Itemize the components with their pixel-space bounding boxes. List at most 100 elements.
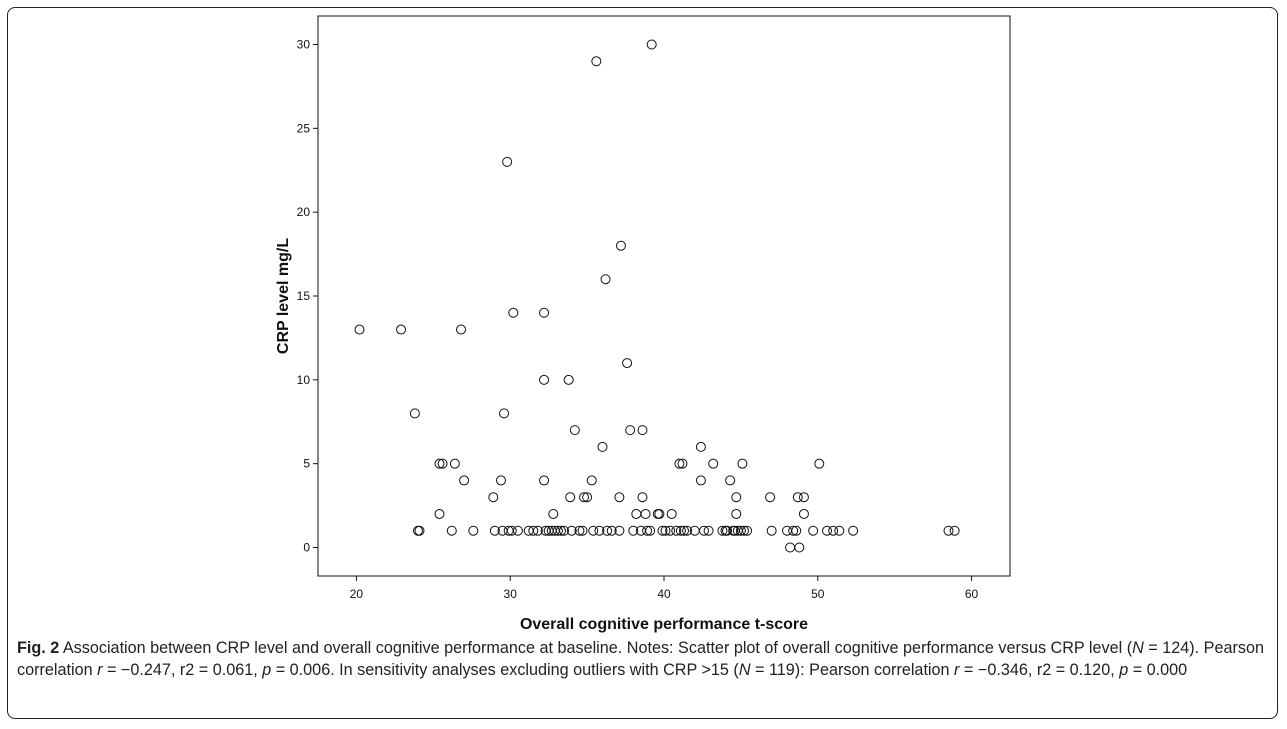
data-point	[459, 475, 470, 486]
y-tick-label: 10	[297, 373, 311, 387]
data-point	[495, 475, 506, 486]
data-point	[792, 492, 803, 503]
data-point	[456, 324, 467, 335]
data-point	[665, 525, 676, 536]
data-point	[437, 458, 448, 469]
data-point	[499, 408, 510, 419]
data-point	[725, 475, 736, 486]
caption-var: p	[262, 661, 272, 679]
data-point	[508, 307, 519, 318]
data-point	[717, 525, 728, 536]
x-tick-label: 50	[811, 587, 825, 601]
data-point	[600, 274, 611, 285]
data-point	[597, 441, 608, 452]
data-point	[396, 324, 407, 335]
data-point	[539, 475, 550, 486]
data-point	[798, 508, 809, 519]
x-tick-label: 60	[965, 587, 979, 601]
data-point	[654, 508, 665, 519]
x-tick-label: 20	[350, 587, 364, 601]
figure-caption: Fig. 2 Association between CRP level and…	[17, 637, 1272, 681]
data-point	[698, 525, 709, 536]
caption-var: N	[1132, 639, 1144, 657]
data-point	[622, 358, 633, 369]
caption-text: = 0.000	[1128, 661, 1188, 679]
data-point	[798, 492, 809, 503]
data-point	[695, 441, 706, 452]
data-point	[708, 458, 719, 469]
caption-text: = 0.006. In sensitivity analyses excludi…	[271, 661, 739, 679]
data-point	[409, 408, 420, 419]
data-point	[731, 492, 742, 503]
caption-var: N	[738, 661, 751, 679]
data-point	[606, 525, 617, 536]
data-point	[642, 525, 653, 536]
data-point	[671, 525, 682, 536]
data-point	[489, 525, 500, 536]
x-axis-label: Overall cognitive performance t-score	[520, 616, 808, 633]
data-point	[808, 525, 819, 536]
data-point	[582, 492, 593, 503]
data-point	[943, 525, 954, 536]
data-point	[637, 425, 648, 436]
data-point	[791, 525, 802, 536]
data-point	[552, 525, 563, 536]
data-point	[675, 525, 686, 536]
data-point	[785, 542, 796, 553]
data-point	[631, 508, 642, 519]
data-point	[574, 525, 585, 536]
data-point	[506, 525, 517, 536]
data-point	[354, 324, 365, 335]
data-point	[532, 525, 543, 536]
caption-var: p	[1119, 661, 1129, 679]
data-point	[657, 525, 668, 536]
data-point	[588, 525, 599, 536]
data-point	[660, 525, 671, 536]
data-point	[569, 425, 580, 436]
x-tick-label: 30	[504, 587, 518, 601]
y-axis-label: CRP level mg/L	[275, 238, 292, 354]
y-axis-ticks: 0 5 10 15 20 25 30	[297, 38, 318, 554]
data-point	[828, 525, 839, 536]
data-point	[640, 508, 651, 519]
data-point	[449, 458, 460, 469]
data-point	[548, 508, 559, 519]
caption-var: r	[954, 661, 960, 679]
data-point	[822, 525, 833, 536]
data-point	[555, 525, 566, 536]
data-point	[794, 542, 805, 553]
plot-area	[317, 15, 1011, 577]
data-point	[722, 525, 733, 536]
data-point	[446, 525, 457, 536]
y-tick-label: 25	[297, 121, 311, 135]
data-point	[677, 458, 688, 469]
data-point	[566, 525, 577, 536]
data-point	[682, 525, 693, 536]
y-tick-label: 30	[297, 38, 311, 52]
data-point	[678, 525, 689, 536]
data-point	[637, 492, 648, 503]
x-axis-ticks: 20 30 40 50 60	[350, 576, 979, 601]
data-point	[512, 525, 523, 536]
data-point	[594, 525, 605, 536]
data-point	[565, 492, 576, 503]
y-tick-label: 5	[303, 457, 310, 471]
data-point	[591, 56, 602, 67]
scatter-points	[354, 39, 960, 553]
caption-text: Association between CRP level and overal…	[59, 639, 1133, 657]
data-point	[628, 525, 639, 536]
data-point	[614, 525, 625, 536]
data-point	[645, 525, 656, 536]
data-point	[788, 525, 799, 536]
data-point	[579, 492, 590, 503]
data-point	[488, 492, 499, 503]
data-point	[615, 240, 626, 251]
data-point	[602, 525, 613, 536]
data-point	[586, 475, 597, 486]
caption-text: = 124). Pearson correlation	[17, 639, 1264, 679]
data-point	[731, 508, 742, 519]
data-point	[949, 525, 960, 536]
caption-text: = 119): Pearson correlation	[750, 661, 955, 679]
data-point	[742, 525, 753, 536]
data-point	[735, 525, 746, 536]
